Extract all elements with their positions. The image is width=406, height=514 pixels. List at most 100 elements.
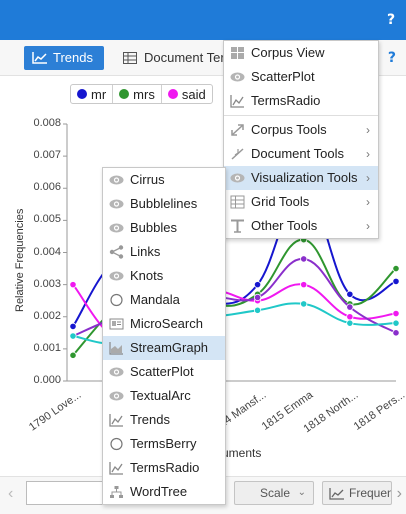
eye-icon bbox=[109, 175, 124, 185]
submenu-item-microsearch[interactable]: MicroSearch bbox=[103, 312, 225, 336]
menu-item-label: Links bbox=[130, 244, 161, 259]
y-tick-label: 0.001 bbox=[33, 341, 61, 354]
line-chart-icon bbox=[230, 95, 244, 108]
data-point[interactable] bbox=[69, 351, 77, 359]
menu-item-label: Mandala bbox=[130, 292, 180, 307]
submenu-item-mandala[interactable]: Mandala bbox=[103, 288, 225, 312]
data-point[interactable] bbox=[392, 264, 400, 273]
tab-trends[interactable]: Trends bbox=[24, 46, 104, 70]
eye-icon bbox=[109, 199, 124, 209]
data-point[interactable] bbox=[69, 322, 77, 330]
data-point[interactable] bbox=[346, 290, 354, 298]
submenu-item-bubbles[interactable]: Bubbles bbox=[103, 216, 225, 240]
legend-label: mrs bbox=[133, 86, 155, 102]
data-point[interactable] bbox=[392, 319, 400, 327]
menu-item-label: TextualArc bbox=[130, 388, 191, 403]
y-tick-label: 0.000 bbox=[33, 374, 61, 386]
line-chart-icon bbox=[109, 414, 123, 427]
submenu-item-textualarc[interactable]: TextualArc bbox=[103, 384, 225, 408]
data-point[interactable] bbox=[253, 293, 262, 302]
menu-item-label: Other Tools bbox=[251, 218, 318, 233]
data-point[interactable] bbox=[300, 281, 308, 289]
legend-swatch bbox=[77, 89, 87, 99]
submenu-item-links[interactable]: Links bbox=[103, 240, 225, 264]
data-point[interactable] bbox=[346, 319, 354, 327]
menu-item-label: Bubblelines bbox=[130, 196, 198, 211]
data-point[interactable] bbox=[253, 281, 262, 289]
legend-item-mr[interactable]: mr bbox=[71, 85, 114, 103]
legend-swatch bbox=[119, 89, 130, 99]
submenu-item-cirrus[interactable]: Cirrus bbox=[103, 168, 225, 192]
tab-document-terms-label: Document Terms bbox=[144, 50, 236, 65]
data-point[interactable] bbox=[392, 277, 400, 286]
menu-item-label: StreamGraph bbox=[130, 340, 209, 355]
menu-divider bbox=[224, 115, 378, 116]
chevron-right-icon: › bbox=[366, 195, 370, 209]
submenu-item-knots[interactable]: Knots bbox=[103, 264, 225, 288]
menu-item-visualization-tools[interactable]: Visualization Tools › bbox=[224, 166, 378, 190]
submenu-item-bubblelines[interactable]: Bubblelines bbox=[103, 192, 225, 216]
menu-item-corpus-view[interactable]: Corpus View bbox=[224, 41, 378, 65]
menu-item-label: Document Tools bbox=[251, 146, 344, 161]
submenu-item-termsradio[interactable]: TermsRadio bbox=[103, 456, 225, 480]
help-icon[interactable]: ? bbox=[387, 50, 396, 66]
line-chart-icon bbox=[32, 52, 47, 64]
scroll-right-icon[interactable]: › bbox=[396, 485, 402, 502]
menu-item-other-tools[interactable]: Other Tools › bbox=[224, 214, 378, 238]
circle-icon bbox=[110, 437, 123, 451]
data-point[interactable] bbox=[392, 329, 400, 337]
submenu-item-termsberry[interactable]: TermsBerry bbox=[103, 432, 225, 456]
menu-item-label: Corpus Tools bbox=[251, 122, 327, 137]
data-point[interactable] bbox=[300, 300, 308, 308]
menu-item-document-tools[interactable]: Document Tools › bbox=[224, 142, 378, 166]
menu-item-label: TermsRadio bbox=[251, 93, 321, 108]
chevron-right-icon: › bbox=[366, 147, 370, 161]
y-tick-label: 0.005 bbox=[33, 213, 61, 226]
eye-icon bbox=[109, 271, 124, 281]
data-point[interactable] bbox=[346, 313, 354, 321]
data-point[interactable] bbox=[253, 306, 262, 314]
menu-item-label: ScatterPlot bbox=[251, 69, 315, 84]
circle-icon bbox=[110, 293, 123, 307]
menu-item-grid-tools[interactable]: Grid Tools › bbox=[224, 190, 378, 214]
help-icon[interactable]: ? bbox=[386, 12, 396, 28]
scale-button[interactable]: Scale ⌄ bbox=[234, 481, 314, 505]
eye-icon bbox=[109, 367, 124, 377]
data-point[interactable] bbox=[69, 281, 77, 289]
submenu-item-scatterplot[interactable]: ScatterPlot bbox=[103, 360, 225, 384]
legend-label: said bbox=[181, 86, 206, 102]
compress-icon bbox=[231, 148, 244, 160]
frequencies-button[interactable]: Frequencies bbox=[322, 481, 392, 505]
menu-item-corpus-tools[interactable]: Corpus Tools › bbox=[224, 118, 378, 142]
data-point[interactable] bbox=[69, 332, 77, 340]
menu-item-label: TermsBerry bbox=[130, 436, 197, 451]
table-icon bbox=[123, 52, 137, 64]
y-tick-label: 0.008 bbox=[33, 117, 61, 129]
data-point[interactable] bbox=[346, 303, 354, 311]
x-axis-label: uments bbox=[222, 446, 262, 460]
y-tick-label: 0.006 bbox=[33, 181, 61, 194]
menu-item-termsradio[interactable]: TermsRadio bbox=[224, 89, 378, 113]
legend-item-said[interactable]: said bbox=[162, 85, 212, 103]
legend-item-mrs[interactable]: mrs bbox=[113, 85, 162, 103]
chevron-right-icon: › bbox=[366, 171, 370, 185]
card-icon bbox=[109, 318, 124, 330]
table-icon bbox=[230, 195, 245, 209]
submenu-item-trends[interactable]: Trends bbox=[103, 408, 225, 432]
data-point[interactable] bbox=[392, 309, 400, 318]
y-tick-label: 0.007 bbox=[33, 149, 61, 162]
menu-item-label: Grid Tools bbox=[251, 194, 310, 209]
tab-document-terms[interactable]: Document Terms bbox=[116, 46, 236, 70]
line-chart-icon bbox=[329, 488, 344, 500]
menu-item-label: Corpus View bbox=[251, 45, 325, 60]
legend-swatch bbox=[167, 89, 178, 99]
tree-icon bbox=[110, 486, 123, 498]
submenu-item-streamgraph[interactable]: StreamGraph bbox=[103, 336, 225, 360]
y-tick-label: 0.004 bbox=[33, 245, 61, 258]
menu-item-label: ScatterPlot bbox=[130, 364, 194, 379]
data-point[interactable] bbox=[300, 255, 308, 263]
submenu-item-wordtree[interactable]: WordTree bbox=[103, 480, 225, 504]
menu-item-scatterplot[interactable]: ScatterPlot bbox=[224, 65, 378, 89]
scroll-left-icon[interactable]: ‹ bbox=[8, 485, 14, 502]
